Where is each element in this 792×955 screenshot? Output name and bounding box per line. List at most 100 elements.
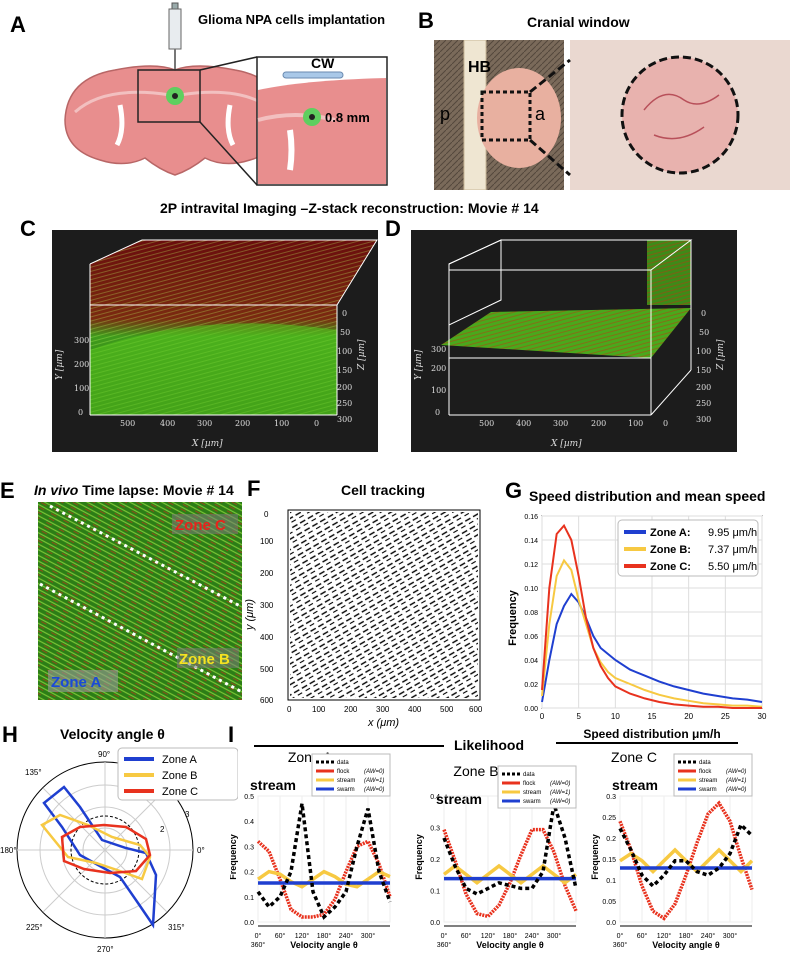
f-ytick: 600 (260, 696, 274, 705)
c-ztick: 100 (337, 347, 352, 356)
i-xtick: 60° (461, 932, 472, 940)
i-xtick: 180° (317, 932, 332, 940)
i-legend-label: swarm (699, 787, 717, 793)
i-legend-aw: (AW=1) (550, 790, 570, 796)
h-angle-135: 135° (25, 768, 42, 777)
f-xtick: 500 (440, 705, 454, 714)
h-legend-b: Zone B (162, 770, 197, 782)
c-xtick: 300 (197, 419, 212, 428)
i-xtick: 60° (637, 932, 648, 940)
g-xtick: 0 (540, 712, 545, 721)
d-ytick: 0 (435, 408, 440, 417)
i-ytick: 0.25 (602, 815, 616, 822)
panel-label-h: H (2, 722, 18, 747)
c-ytick: 100 (74, 384, 89, 393)
h-angle-225: 225° (26, 923, 43, 932)
i-ylabel: Frequency (230, 834, 238, 880)
f-xtick: 600 (469, 705, 483, 714)
speed-distribution-chart: 0.00 0.02 0.04 0.06 0.08 0.10 0.12 0.14 0.16 0 5 1… (507, 514, 767, 740)
f-xlabel: x (μm) (367, 717, 399, 729)
g-legend-a-name: Zone A: (650, 527, 691, 539)
zone-a-label: Zone A (51, 674, 101, 691)
h-angle-315: 315° (168, 923, 185, 932)
panel-label-f: F (247, 476, 261, 501)
h-polar-grid (16, 761, 194, 939)
i-ytick: 0.1 (244, 895, 254, 902)
c-ztick: 300 (337, 415, 352, 424)
panel-label-b: B (418, 8, 434, 33)
i-legend-label: data (523, 772, 535, 778)
panel-label-d: D (385, 216, 401, 241)
cell-tracking-plot: 0 100 200 300 400 500 600 0 100 200 300 … (244, 509, 483, 729)
i-xtick: 180° (503, 932, 518, 940)
d-xtick: 100 (628, 419, 643, 428)
i-ylabel: Frequency (590, 834, 600, 880)
brain-illustration: CW 0.8 mm (64, 2, 388, 186)
g-legend-a-value: 9.95 μm/h (708, 527, 757, 539)
panel-label-g: G (505, 478, 523, 503)
g-ytick: 0.12 (524, 562, 538, 569)
h-zone-a-polygon (42, 785, 158, 929)
i-xtick: 300° (361, 932, 376, 940)
i-ytick: 0.05 (602, 899, 616, 906)
panel-label-a: A (10, 12, 26, 37)
i-legend-label: flock (523, 781, 536, 787)
f-ytick: 300 (260, 601, 274, 610)
i-xtick: 300° (723, 932, 738, 940)
i-legend-aw: (AW=0) (550, 781, 570, 787)
anterior-label: a (535, 104, 546, 124)
i-ytick: 0.2 (430, 857, 440, 864)
likelihood-charts: Zone Astream0.50.40.30.20.10.0Frequency0… (230, 752, 754, 950)
g-legend-b-name: Zone B: (650, 544, 691, 556)
f-xticks: 0 100 200 300 400 500 600 (287, 705, 483, 714)
panel-e-title-italic: In vivo (34, 482, 79, 498)
h-radius-3: 3 (185, 810, 190, 819)
g-legend: Zone A: 9.95 μm/h Zone B: 7.37 μm/h Zone… (617, 519, 759, 577)
i-legend-label: stream (523, 790, 541, 796)
d-xtick: 500 (479, 419, 494, 428)
c-x-ticks: 500 400 300 200 100 0 (120, 419, 319, 428)
g-xtick: 20 (684, 712, 693, 721)
g-ytick: 0.08 (524, 610, 538, 617)
i-legend-label: swarm (523, 799, 541, 805)
f-ytick: 400 (260, 633, 274, 642)
cranial-window-icon (282, 71, 344, 79)
cw-label: CW (311, 55, 335, 71)
i-ytick: 0.0 (244, 920, 254, 927)
d-ytick: 100 (431, 386, 446, 395)
f-ytick: 500 (260, 665, 274, 674)
g-ytick: 0.06 (524, 634, 538, 641)
timelapse-image: Zone C Zone B Zone A (38, 502, 242, 700)
i-zone-subtitle: stream (436, 791, 482, 807)
i-legend-label: data (699, 760, 711, 766)
f-ytick: 100 (260, 537, 274, 546)
i-xtick: 240° (525, 932, 540, 940)
i-ytick: 0.3 (244, 844, 254, 851)
h-radius-2: 2 (160, 825, 165, 834)
i-ytick: 0.2 (606, 836, 616, 843)
d-ztick: 200 (696, 383, 711, 392)
i-zone-3: Zone Cstream0.30.250.20.150.10.050.0Freq… (590, 752, 754, 950)
velocity-polar-chart: 90° 135° 180° 225° 270° 315° 0° 2 3 Zone… (0, 747, 238, 954)
h-angle-0: 0° (197, 846, 205, 855)
c-xtick: 400 (160, 419, 175, 428)
i-series-stream (257, 869, 391, 889)
f-xtick: 0 (287, 705, 292, 714)
h-angle-270: 270° (97, 945, 114, 954)
i-series-flock (442, 827, 578, 919)
likelihood-label: Likelihood (454, 737, 524, 753)
f-ylabel: y (μm) (244, 599, 256, 631)
d-ztick: 50 (699, 328, 709, 337)
d-ztick: 250 (696, 399, 711, 408)
syringe-icon (168, 2, 182, 86)
i-xtick: 240° (701, 932, 716, 940)
g-ytick: 0.00 (524, 706, 538, 713)
h-zone-b-polygon (40, 813, 152, 881)
g-series-zone-b (541, 558, 763, 708)
i-xtick: 0° (617, 932, 624, 940)
c-ylabel: Y [µm] (55, 349, 65, 380)
i-xtick: 0° (441, 932, 448, 940)
panel-e-title: In vivo Time lapse: Movie # 14 (34, 482, 234, 498)
h-legend-a: Zone A (162, 754, 198, 766)
c-ztick: 0 (342, 309, 347, 318)
